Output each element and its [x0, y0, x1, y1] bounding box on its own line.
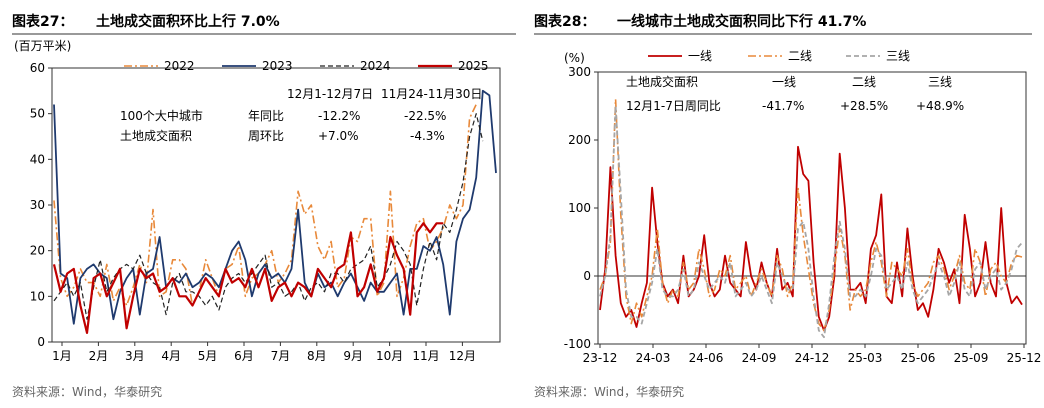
- left-annot-r1-label: 年同比: [248, 109, 284, 123]
- left-annot-r2-label: 周环比: [248, 129, 284, 143]
- left-xtick-label: 8月: [307, 349, 327, 363]
- left-legend-label-2022: 2022: [164, 59, 195, 73]
- right-xtick-label: 24-06: [689, 351, 724, 365]
- right-annot-c2: 二线: [852, 75, 876, 89]
- right-ytick-label: 0: [583, 269, 591, 283]
- left-series-line-2024: [53, 113, 484, 320]
- right-xtick-label: 25-09: [954, 351, 989, 365]
- left-ytick-label: 30: [30, 198, 45, 212]
- right-chart-title: 一线城市土地成交面积同比下行 41.7%: [617, 13, 866, 30]
- right-xtick-label: 25-12: [1007, 351, 1042, 365]
- left-ytick-label: 50: [30, 107, 45, 121]
- right-series-line-三线: [599, 105, 1023, 339]
- right-xtick-label: 23-12: [583, 351, 618, 365]
- right-series-line-一线: [599, 145, 1023, 332]
- left-ytick-label: 60: [30, 61, 45, 75]
- left-ytick-label: 20: [30, 244, 45, 258]
- left-ytick-label: 10: [30, 289, 45, 303]
- left-legend-label-2024: 2024: [360, 59, 391, 73]
- left-xtick-label: 11月: [412, 349, 439, 363]
- right-ytick-label: -100: [564, 337, 591, 351]
- left-annot-r1-v1: -12.2%: [318, 109, 360, 123]
- right-xtick-label: 24-03: [636, 351, 671, 365]
- left-xtick-label: 5月: [198, 349, 218, 363]
- right-annot-c1: 一线: [772, 75, 796, 89]
- left-ytick-label: 40: [30, 152, 45, 166]
- left-legend-label-2023: 2023: [262, 59, 293, 73]
- left-xtick-label: 3月: [125, 349, 145, 363]
- left-annot-col2: 11月24-11月30日: [381, 87, 482, 101]
- right-annot-c3: 三线: [928, 75, 952, 89]
- left-fig-label: 图表27：: [12, 13, 73, 30]
- right-legend-label-三线: 三线: [886, 49, 910, 63]
- left-annot-row-label-2: 土地成交面积: [120, 128, 192, 143]
- left-series-line-2025: [52, 222, 444, 334]
- left-annot-r2-v2: -4.3%: [410, 129, 445, 143]
- left-xtick-label: 10月: [376, 349, 403, 363]
- left-chart-title: 土地成交面积环比上行 7.0%: [96, 13, 280, 30]
- right-ytick-label: 300: [568, 65, 591, 79]
- right-annot-row-label-1: 土地成交面积: [626, 74, 698, 89]
- right-legend-label-一线: 一线: [688, 49, 712, 63]
- left-xtick-label: 12月: [449, 349, 476, 363]
- left-xtick-label: 7月: [271, 349, 291, 363]
- left-annot-r2-v1: +7.0%: [318, 129, 359, 143]
- right-ytick-label: 200: [568, 133, 591, 147]
- right-xtick-label: 24-12: [795, 351, 830, 365]
- right-annot-v2: +28.5%: [840, 99, 888, 113]
- right-annot-row-label-2: 12月1-7日周同比: [626, 99, 721, 113]
- left-source-note: 资料来源：Wind，华泰研究: [12, 384, 162, 399]
- left-xtick-label: 2月: [89, 349, 109, 363]
- right-source-note: 资料来源：Wind，华泰研究: [534, 384, 684, 399]
- right-annot-v1: -41.7%: [762, 99, 804, 113]
- right-xtick-label: 25-03: [848, 351, 883, 365]
- right-fig-label: 图表28：: [534, 13, 595, 30]
- left-xtick-label: 1月: [52, 349, 72, 363]
- right-legend-label-二线: 二线: [788, 49, 812, 63]
- right-xtick-label: 25-06: [901, 351, 936, 365]
- left-xtick-label: 9月: [343, 349, 363, 363]
- left-xtick-label: 4月: [161, 349, 181, 363]
- left-annot-col1: 12月1-12月7日: [287, 87, 373, 101]
- left-ytick-label: 0: [37, 335, 45, 349]
- left-annot-r1-v2: -22.5%: [404, 109, 446, 123]
- left-series-line-2023: [53, 89, 497, 325]
- right-ytick-label: 100: [568, 201, 591, 215]
- right-xtick-label: 24-09: [742, 351, 777, 365]
- left-annot-row-label-1: 100个大中城市: [120, 108, 203, 123]
- left-xtick-label: 6月: [234, 349, 254, 363]
- left-y-axis-label: (百万平米): [14, 39, 71, 53]
- right-y-axis-label: (%): [564, 51, 585, 65]
- right-annot-v3: +48.9%: [916, 99, 964, 113]
- left-legend-label-2025: 2025: [458, 59, 489, 73]
